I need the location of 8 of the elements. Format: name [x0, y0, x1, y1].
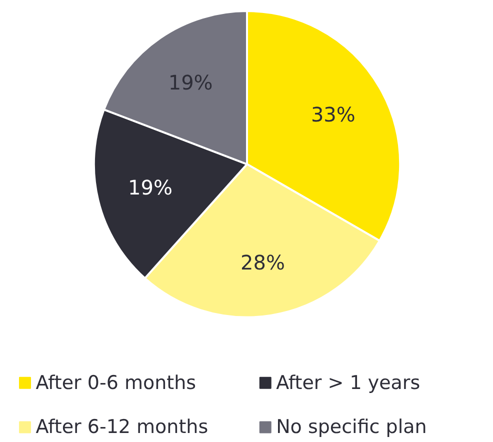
legend-label: No specific plan	[276, 416, 427, 438]
data-label: 28%	[240, 250, 285, 274]
legend-label: After > 1 years	[276, 372, 420, 394]
data-label: 19%	[128, 176, 173, 200]
legend-label: After 6-12 months	[36, 416, 208, 438]
legend-label: After 0-6 months	[36, 372, 196, 394]
data-label: 19%	[168, 70, 213, 94]
data-label: 33%	[310, 102, 356, 126]
